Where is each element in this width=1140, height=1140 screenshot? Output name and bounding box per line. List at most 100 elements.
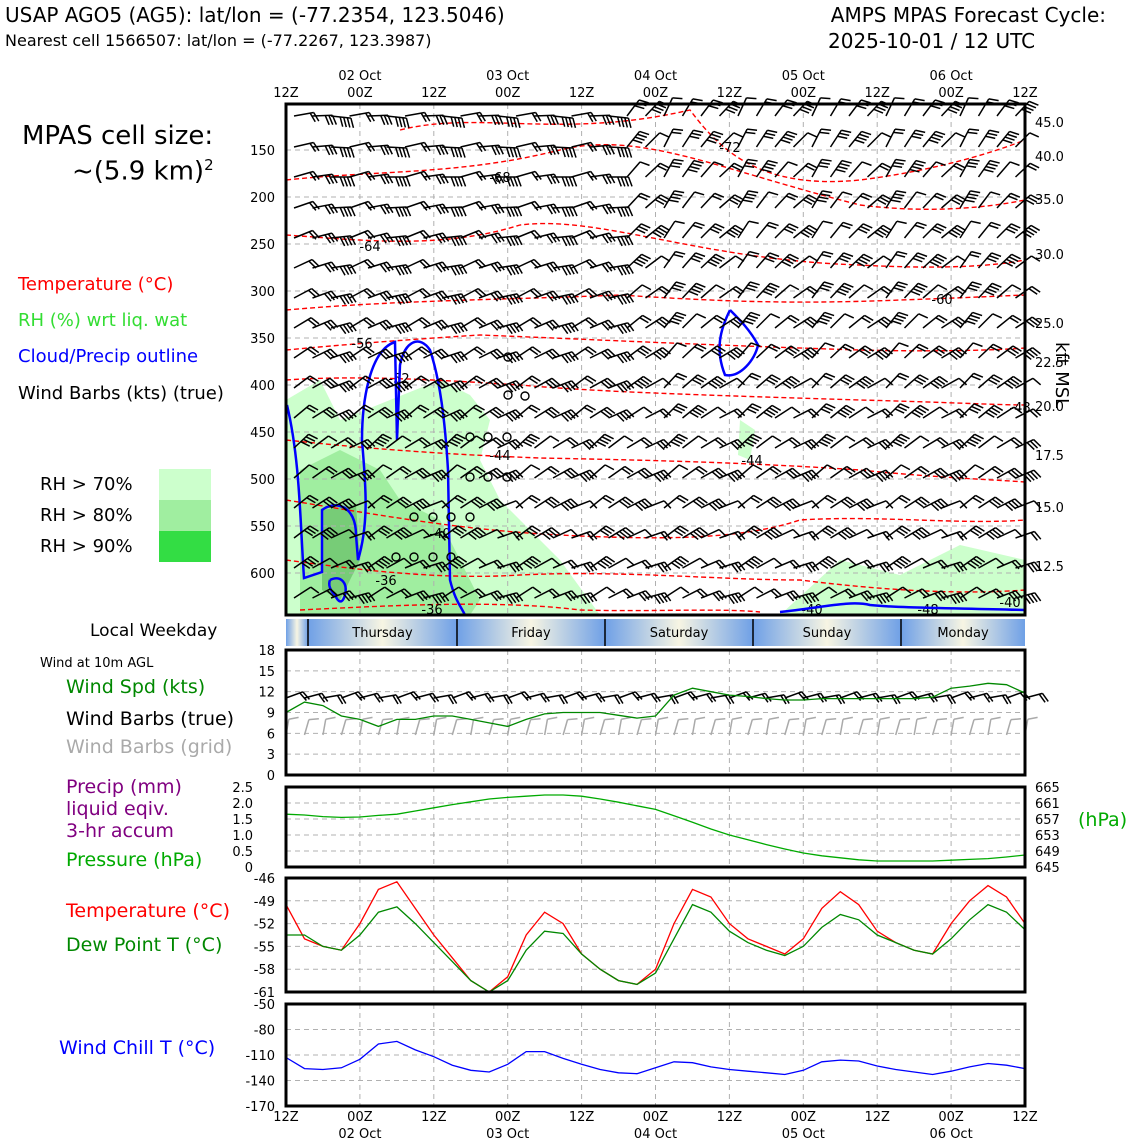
profile-wind-barb (941, 194, 966, 209)
calm-wind-marker (409, 552, 419, 562)
profile-wind-barb (552, 293, 579, 305)
top-hour-tick-label: 00Z (347, 86, 373, 101)
profile-wind-barb (497, 293, 524, 305)
profile-wind-barb (386, 146, 411, 158)
profile-wind-barb (885, 311, 909, 329)
wind-panel-tick-label: 15 (258, 665, 275, 680)
profile-wind-barb (423, 469, 450, 483)
profile-wind-barb (626, 437, 653, 449)
profile-wind-barb (719, 438, 746, 451)
windchill-panel-tick-label: -110 (245, 1049, 275, 1064)
profile-wind-barb (1014, 132, 1040, 148)
profile-wind-barb (867, 377, 894, 389)
wind-panel-tick-label: 9 (267, 707, 275, 722)
height-tick-label: 20.0 (1035, 400, 1064, 415)
wind10m-true-barb (655, 694, 679, 705)
profile-wind-barb (700, 284, 726, 299)
profile-wind-barb (885, 494, 911, 509)
profile-wind-barb (552, 498, 579, 512)
profile-wind-barb (460, 317, 486, 329)
profile-wind-barb (534, 261, 561, 273)
wind10m-true-barb (932, 694, 957, 705)
profile-wind-barb (552, 146, 577, 158)
profile-wind-barb (977, 252, 1002, 269)
profile-wind-barb (922, 223, 947, 239)
profile-wind-barb (404, 346, 431, 359)
profile-wind-barb (293, 494, 319, 509)
profile-wind-barb (755, 159, 778, 178)
wind10m-grid-barb (673, 718, 689, 736)
profile-wind-barb (497, 592, 524, 605)
profile-wind-barb (811, 281, 834, 299)
profile-wind-barb (977, 313, 1003, 329)
profile-wind-barb (737, 342, 761, 359)
wind10m-true-barb (599, 694, 624, 705)
bottom-hour-tick-label: 00Z (495, 1110, 521, 1125)
profile-wind-barb (904, 404, 930, 419)
profile-wind-barb (681, 252, 706, 269)
wind-panel-tick-label: 3 (267, 748, 275, 763)
windchill-panel-tick-label: -170 (245, 1100, 275, 1115)
profile-wind-barb (553, 176, 578, 187)
weekday-label: Monday (937, 626, 989, 641)
bottom-hour-tick-label: 12Z (717, 1110, 743, 1125)
temp-contour-label: -44 (489, 449, 510, 464)
profile-wind-barb (515, 404, 541, 419)
profile-wind-barb (959, 311, 983, 329)
profile-wind-barb (811, 97, 831, 117)
profile-wind-barb (793, 224, 819, 239)
profile-wind-barb (367, 525, 393, 539)
profile-wind-barb (867, 438, 894, 451)
weekday-segment (753, 619, 901, 646)
profile-wind-barb (756, 588, 783, 599)
profile-wind-barb (904, 557, 931, 569)
profile-wind-barb (515, 433, 540, 449)
pressure-line (285, 794, 1026, 862)
profile-wind-barb (996, 345, 1022, 359)
profile-wind-barb (793, 592, 820, 605)
wind10m-grid-barb (322, 716, 336, 736)
profile-wind-barb (830, 527, 856, 541)
profile-wind-barb (755, 313, 781, 329)
wind10m-true-barb (784, 691, 809, 702)
temp-panel-tick-label: -52 (254, 918, 275, 933)
profile-wind-barb (904, 465, 930, 479)
profile-wind-barb (312, 588, 339, 599)
profile-wind-barb (571, 438, 598, 451)
weekday-segment (286, 619, 308, 646)
profile-wind-barb (626, 406, 653, 419)
wind10m-grid-barb (433, 716, 447, 736)
calm-wind-marker (465, 472, 475, 482)
profile-wind-barb (903, 343, 929, 359)
height-tick-label: 22.5 (1035, 356, 1064, 371)
profile-wind-barb (737, 433, 762, 449)
profile-wind-barb (811, 372, 836, 389)
profile-wind-barb (682, 465, 708, 479)
profile-wind-barb (497, 438, 524, 451)
profile-wind-barb (293, 287, 320, 299)
temp-panel-tick-label: -61 (254, 986, 275, 1001)
profile-wind-barb (441, 293, 468, 305)
profile-wind-barb (756, 465, 782, 479)
profile-wind-barb (700, 161, 724, 178)
profile-wind-barb (996, 314, 1022, 329)
cloud-outline (285, 340, 467, 616)
temp-panel-tick-label: -55 (254, 940, 275, 955)
profile-wind-barb (922, 284, 948, 299)
profile-wind-barb (626, 467, 653, 479)
wind-speed-label: Wind Spd (kts) (66, 676, 206, 698)
temp-contour-label: -64 (359, 240, 380, 255)
pressure-tick-label: 250 (250, 238, 275, 253)
profile-wind-barb (885, 97, 905, 117)
profile-wind-barb (515, 375, 541, 389)
profile-wind-barb (626, 345, 652, 359)
pressure-tick-label: 500 (250, 473, 275, 488)
profile-wind-barb (441, 115, 466, 128)
profile-wind-barb (460, 435, 486, 449)
profile-wind-barb (552, 264, 579, 276)
profile-wind-barb (885, 250, 908, 269)
wind10m-grid-barb (839, 716, 853, 736)
profile-wind-barb (774, 590, 801, 602)
profile-wind-barb (663, 372, 688, 389)
wind10m-true-barb (322, 694, 347, 705)
